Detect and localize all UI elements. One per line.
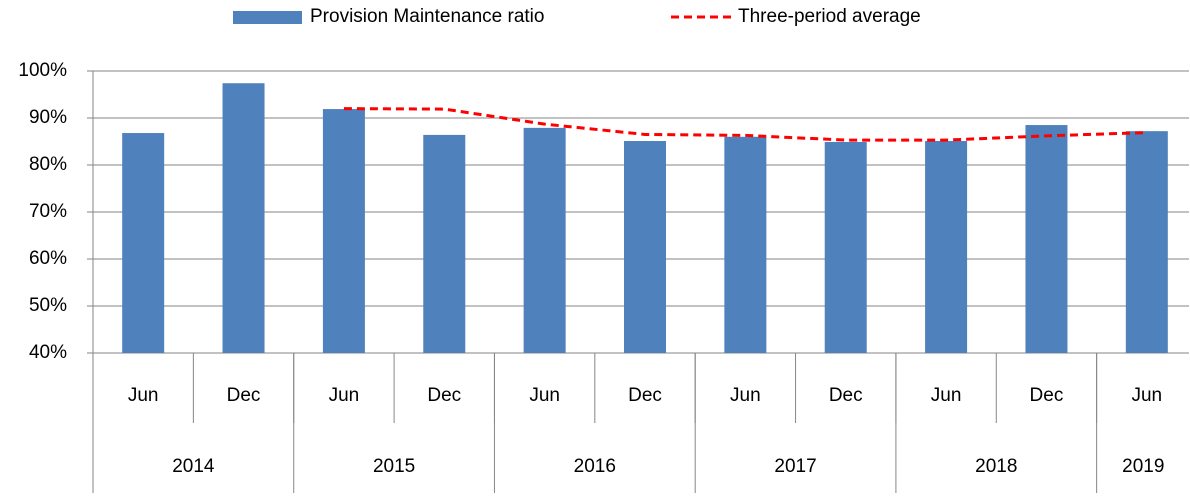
x-tick-label: Dec <box>829 385 863 406</box>
y-tick-label: 40% <box>29 342 67 363</box>
bar <box>1125 131 1168 353</box>
x-group-label: 2017 <box>774 456 816 477</box>
x-tick-label: Jun <box>128 385 159 406</box>
x-tick-label: Dec <box>628 385 662 406</box>
legend-swatch <box>233 11 302 24</box>
y-tick-label: 60% <box>29 248 67 269</box>
x-tick-label: Jun <box>1131 385 1162 406</box>
x-group-label: 2019 <box>1122 456 1164 477</box>
y-tick-label: 80% <box>29 154 67 175</box>
x-tick-label: Dec <box>427 385 461 406</box>
y-tick-label: 100% <box>18 60 67 81</box>
y-tick-label: 90% <box>29 107 67 128</box>
bar <box>423 134 466 353</box>
x-group-label: 2016 <box>574 456 616 477</box>
bar <box>222 83 265 353</box>
bar <box>925 141 968 353</box>
bar <box>322 109 365 353</box>
bar <box>122 133 165 353</box>
x-tick-label: Dec <box>227 385 261 406</box>
x-tick-label: Jun <box>730 385 761 406</box>
y-tick-label: 50% <box>29 295 67 316</box>
x-group-label: 2014 <box>172 456 215 477</box>
legend-label: Provision Maintenance ratio <box>310 6 544 27</box>
legend-label: Three-period average <box>738 6 921 27</box>
bar <box>1025 125 1068 353</box>
x-tick-label: Dec <box>1030 385 1064 406</box>
line-series <box>343 107 1147 142</box>
bar <box>624 141 666 353</box>
x-group-label: 2018 <box>975 456 1017 477</box>
x-tick-label: Jun <box>931 385 962 406</box>
y-tick-label: 70% <box>29 201 67 222</box>
bar <box>824 141 867 353</box>
x-tick-label: Jun <box>529 385 560 406</box>
x-group-label: 2015 <box>373 456 415 477</box>
x-tick-label: Jun <box>329 385 360 406</box>
bar <box>724 136 767 353</box>
bar <box>523 127 566 354</box>
